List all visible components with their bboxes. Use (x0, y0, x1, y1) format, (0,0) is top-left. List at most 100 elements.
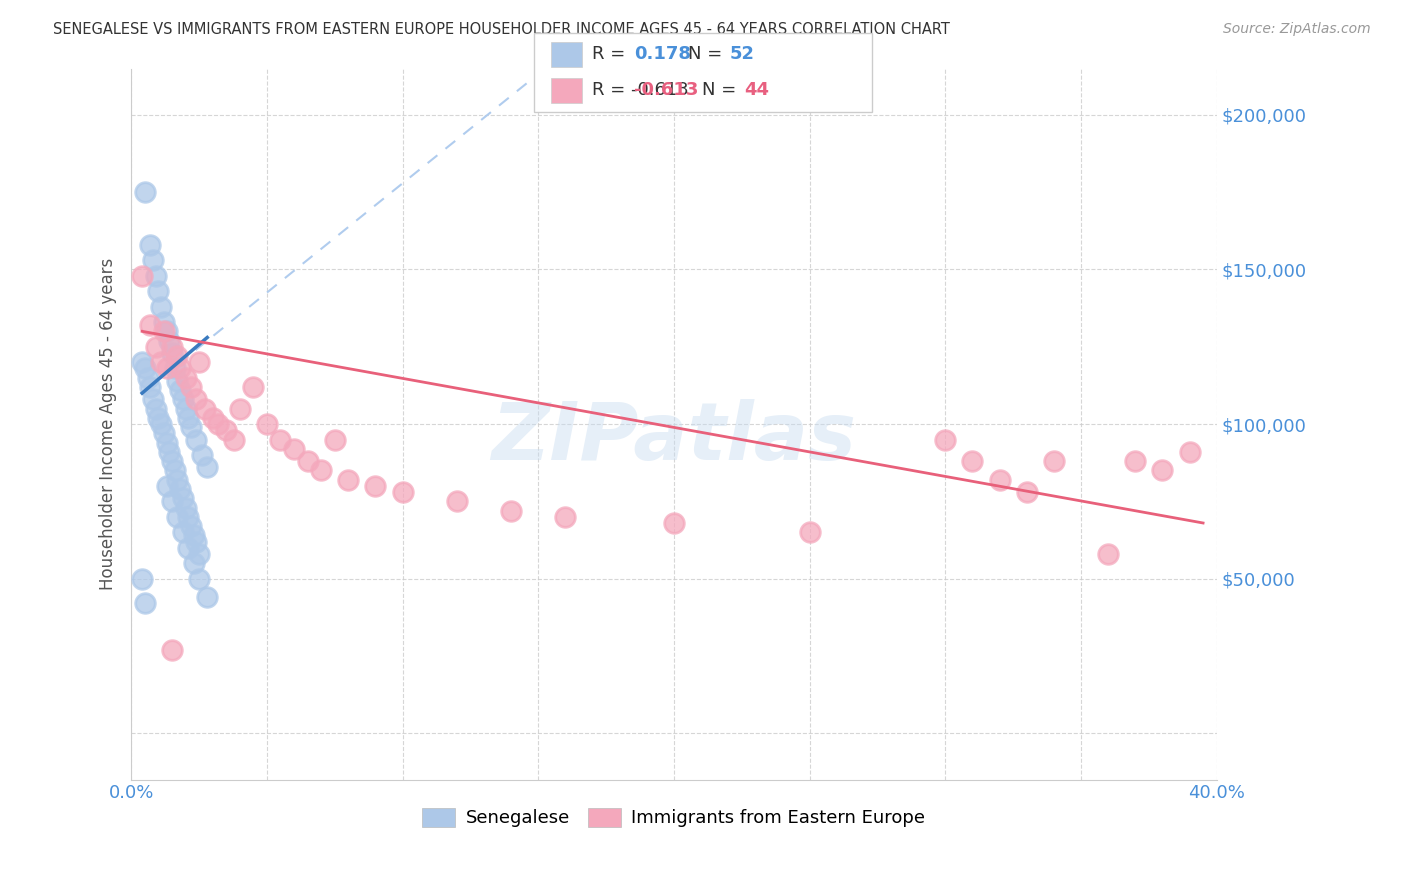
Point (177, 509, 200, 524)
Point (134, 361, 156, 376)
Point (169, 383, 191, 397)
Point (229, 401, 252, 416)
Point (163, 463, 186, 477)
Point (1015, 485, 1038, 500)
Point (1152, 463, 1174, 477)
Point (172, 392, 194, 407)
Point (172, 525, 194, 540)
Point (150, 300, 173, 314)
Point (554, 509, 576, 524)
Point (142, 392, 165, 407)
Text: ZIPatlas: ZIPatlas (492, 400, 856, 477)
Point (142, 253, 165, 268)
Point (177, 541, 200, 555)
Text: 52: 52 (730, 45, 755, 63)
Point (163, 361, 186, 376)
Text: N =: N = (702, 81, 741, 99)
Point (191, 448, 214, 462)
Point (145, 340, 167, 354)
Point (169, 482, 191, 496)
Point (145, 401, 167, 416)
Point (188, 572, 211, 586)
Point (201, 410, 224, 425)
Point (224, 433, 246, 447)
Text: N =: N = (688, 45, 727, 63)
Point (139, 318, 162, 332)
Point (1123, 454, 1146, 468)
Point (155, 324, 177, 338)
Point (283, 442, 305, 456)
Point (501, 503, 523, 517)
Point (186, 392, 208, 407)
Point (269, 433, 291, 447)
Point (153, 426, 176, 441)
Point (186, 433, 208, 447)
Point (153, 324, 176, 338)
Point (177, 410, 200, 425)
Point (166, 349, 188, 363)
Point (139, 380, 162, 394)
Point (364, 479, 387, 493)
Point (391, 485, 413, 500)
Point (195, 460, 218, 475)
Point (934, 433, 956, 447)
Point (155, 435, 177, 450)
Text: Source: ZipAtlas.com: Source: ZipAtlas.com (1223, 22, 1371, 37)
Point (180, 420, 202, 434)
Point (242, 380, 264, 394)
Text: SENEGALESE VS IMMIGRANTS FROM EASTERN EUROPE HOUSEHOLDER INCOME AGES 45 - 64 YEA: SENEGALESE VS IMMIGRANTS FROM EASTERN EU… (53, 22, 950, 37)
Point (962, 454, 984, 468)
Point (166, 509, 188, 524)
Point (145, 268, 167, 283)
Point (446, 494, 468, 508)
Point (183, 556, 205, 570)
Point (160, 642, 183, 657)
Point (180, 380, 202, 394)
Point (309, 463, 332, 477)
Point (988, 473, 1011, 487)
Point (131, 572, 153, 586)
Point (157, 334, 180, 348)
Point (188, 547, 211, 561)
Text: 0.178: 0.178 (634, 45, 692, 63)
Point (1097, 547, 1119, 561)
Point (215, 423, 238, 437)
Point (193, 401, 215, 416)
Point (148, 284, 170, 298)
Point (166, 374, 188, 388)
Point (131, 268, 153, 283)
Point (153, 315, 176, 329)
Point (160, 340, 183, 354)
Point (169, 361, 191, 376)
Point (1178, 445, 1201, 459)
Point (157, 445, 180, 459)
Point (160, 454, 183, 468)
Point (160, 346, 183, 360)
Y-axis label: Householder Income Ages 45 - 64 years: Householder Income Ages 45 - 64 years (100, 258, 117, 591)
Point (134, 596, 156, 610)
Text: -0.613: -0.613 (634, 81, 699, 99)
Text: 44: 44 (744, 81, 769, 99)
Point (150, 355, 173, 369)
Point (256, 417, 278, 431)
Point (174, 370, 197, 384)
Point (183, 528, 205, 542)
Point (136, 370, 159, 384)
Point (155, 479, 177, 493)
Point (174, 500, 197, 515)
Point (207, 417, 229, 431)
Point (160, 494, 183, 508)
Point (337, 473, 360, 487)
Point (172, 491, 194, 506)
Point (139, 237, 162, 252)
Point (134, 185, 156, 199)
Point (799, 525, 821, 540)
Point (323, 433, 346, 447)
Point (180, 519, 202, 533)
Point (174, 401, 197, 416)
Point (166, 473, 188, 487)
Point (195, 591, 218, 605)
Point (297, 454, 319, 468)
Point (155, 361, 177, 376)
Point (150, 417, 173, 431)
